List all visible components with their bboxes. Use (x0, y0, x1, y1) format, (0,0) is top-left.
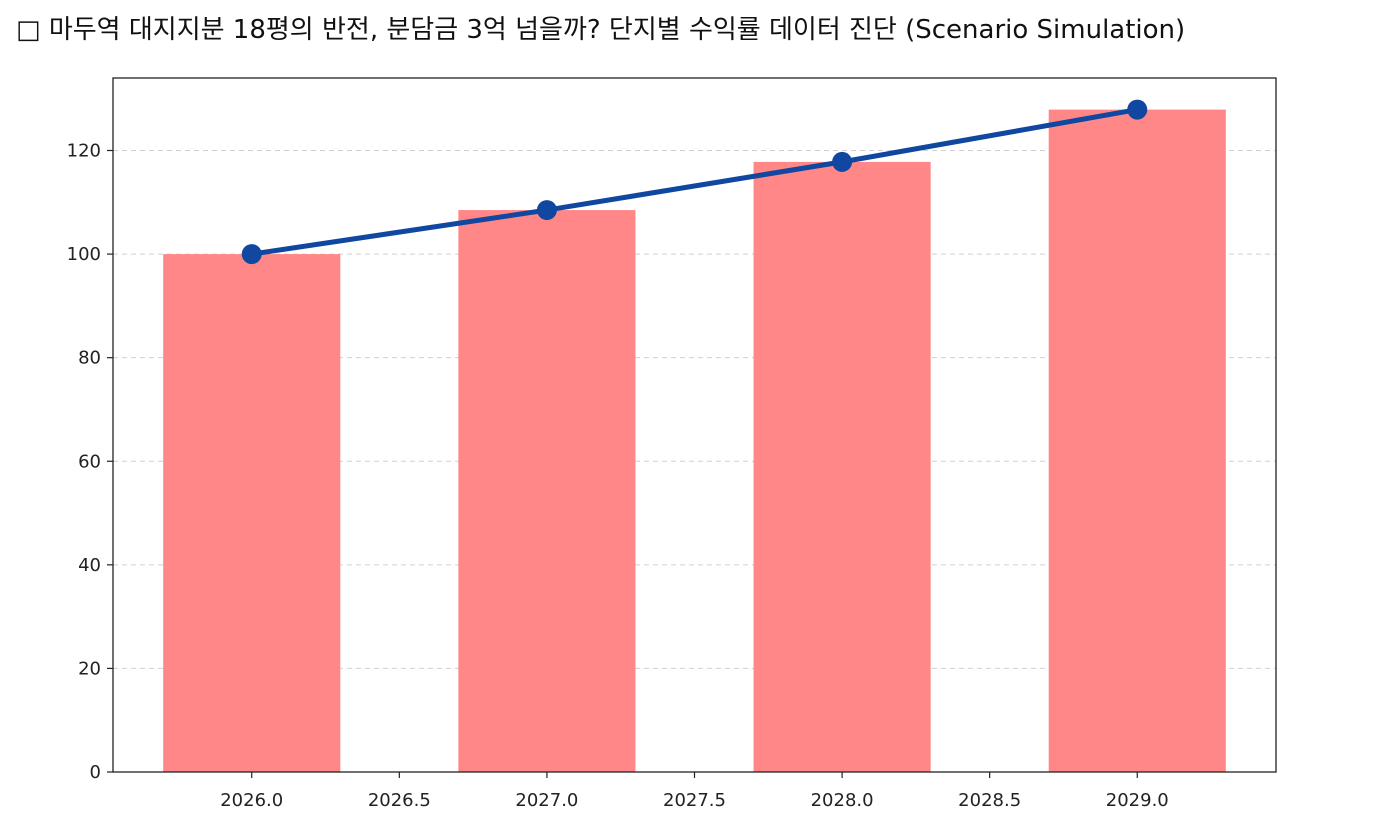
x-tick-label-0: 2026.0 (220, 790, 283, 811)
bar-0 (163, 254, 341, 773)
y-tick-label-5: 100 (67, 244, 101, 265)
trend-line (249, 107, 1140, 257)
bar-3 (1048, 109, 1226, 773)
bar-2 (753, 161, 931, 772)
line-points (241, 99, 1148, 265)
bars (163, 109, 1226, 773)
x-tick-label-4: 2028.0 (811, 790, 874, 811)
y-tick-label-6: 120 (67, 141, 101, 162)
line-point-3 (1127, 99, 1148, 120)
y-tick-label-2: 40 (78, 555, 101, 576)
bar-1 (458, 210, 636, 773)
y-tick-label-4: 80 (78, 348, 101, 369)
x-tick-label-1: 2026.5 (368, 790, 431, 811)
x-tick-label-6: 2029.0 (1106, 790, 1169, 811)
chart-title: □ 마두역 대지지분 18평의 반전, 분담금 3억 넘을까? 단지별 수익률 … (16, 15, 1185, 45)
x-axis-ticks: 2026.0 2026.5 2027.0 2027.5 2028.0 2028.5 2029… (220, 772, 1169, 811)
y-tick-label-0: 0 (90, 762, 101, 783)
y-axis-ticks: 0 20 40 60 80 100 120 (67, 141, 113, 783)
line-point-2 (832, 151, 853, 172)
y-tick-label-1: 20 (78, 658, 101, 679)
line-series (249, 107, 1140, 257)
x-tick-label-3: 2027.5 (663, 790, 726, 811)
line-point-0 (241, 244, 262, 265)
x-tick-label-2: 2027.0 (515, 790, 578, 811)
line-point-1 (536, 200, 557, 221)
y-tick-label-3: 60 (78, 451, 101, 472)
x-tick-label-5: 2028.5 (958, 790, 1021, 811)
